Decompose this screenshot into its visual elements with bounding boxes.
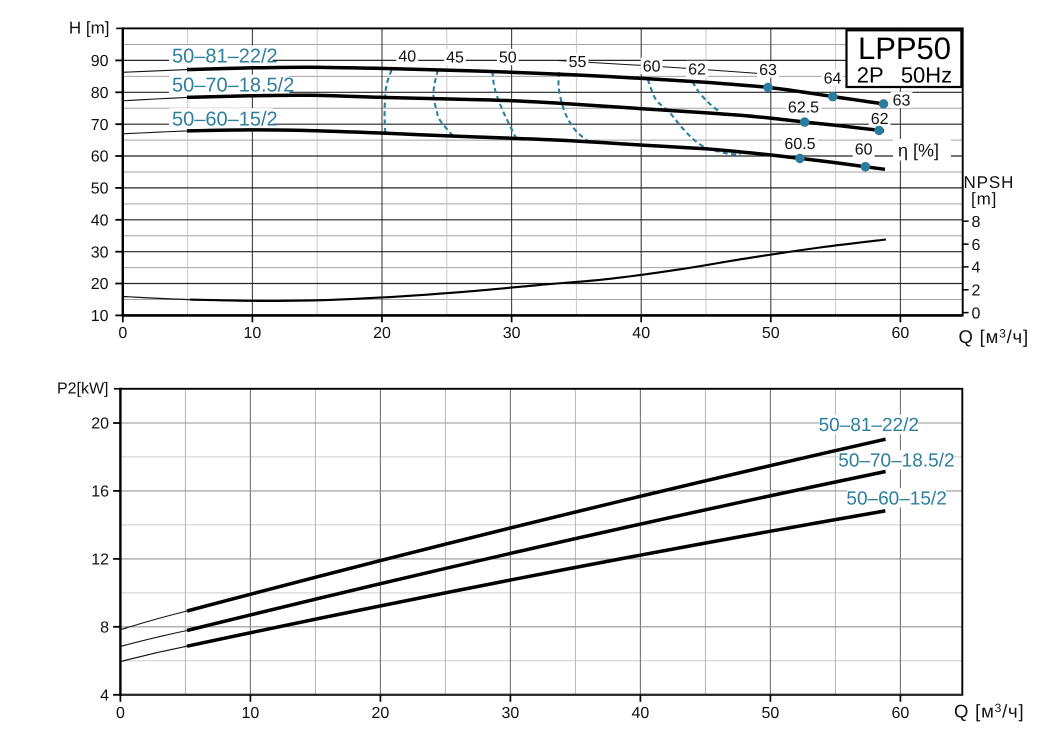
svg-text:10: 10 <box>91 308 109 325</box>
svg-text:60: 60 <box>91 149 109 166</box>
svg-text:10: 10 <box>242 705 260 722</box>
svg-text:50–60–15/2: 50–60–15/2 <box>846 488 946 509</box>
svg-text:80: 80 <box>91 85 109 102</box>
svg-text:Q [м3/ч]: Q [м3/ч] <box>954 701 1024 722</box>
svg-text:2: 2 <box>972 282 981 299</box>
svg-text:62.5: 62.5 <box>788 100 819 117</box>
svg-text:30: 30 <box>503 325 521 342</box>
svg-text:50: 50 <box>762 705 780 722</box>
svg-text:H [m]: H [m] <box>69 19 110 38</box>
svg-text:60: 60 <box>643 59 661 76</box>
svg-text:16: 16 <box>91 484 109 501</box>
svg-text:4: 4 <box>100 688 109 705</box>
svg-text:10: 10 <box>244 325 262 342</box>
svg-text:30: 30 <box>502 705 520 722</box>
svg-text:62: 62 <box>688 62 706 79</box>
svg-text:70: 70 <box>91 117 109 134</box>
svg-text:0: 0 <box>118 325 127 342</box>
svg-text:50: 50 <box>91 181 109 198</box>
svg-text:50–81–22/2: 50–81–22/2 <box>172 46 278 68</box>
svg-text:90: 90 <box>91 53 109 70</box>
svg-text:60: 60 <box>892 705 910 722</box>
svg-text:40: 40 <box>91 213 109 230</box>
svg-text:20: 20 <box>91 416 109 433</box>
svg-text:6: 6 <box>972 237 981 254</box>
svg-text:50–70–18.5/2: 50–70–18.5/2 <box>838 451 954 472</box>
svg-text:NPSH: NPSH <box>964 173 1015 192</box>
svg-text:η [%]: η [%] <box>898 141 939 161</box>
svg-text:50–70–18.5/2: 50–70–18.5/2 <box>172 75 294 97</box>
svg-text:8: 8 <box>100 620 109 637</box>
svg-text:50: 50 <box>762 325 780 342</box>
svg-text:4: 4 <box>972 260 981 277</box>
svg-text:60.5: 60.5 <box>784 136 815 153</box>
svg-text:64: 64 <box>824 71 842 88</box>
svg-text:P2[kW]: P2[kW] <box>57 381 109 398</box>
svg-text:40: 40 <box>632 325 650 342</box>
svg-text:LPP50: LPP50 <box>858 31 951 66</box>
svg-text:63: 63 <box>759 62 777 79</box>
svg-text:8: 8 <box>972 214 981 231</box>
svg-text:50–60–15/2: 50–60–15/2 <box>172 108 278 130</box>
svg-text:Q [м3/ч]: Q [м3/ч] <box>959 326 1029 347</box>
svg-text:12: 12 <box>91 552 109 569</box>
svg-text:30: 30 <box>91 244 109 261</box>
svg-text:60: 60 <box>892 325 910 342</box>
svg-text:60: 60 <box>855 142 873 159</box>
svg-text:0: 0 <box>116 705 125 722</box>
svg-text:62: 62 <box>871 111 889 128</box>
svg-text:40: 40 <box>398 49 416 66</box>
svg-text:[m]: [m] <box>971 190 997 209</box>
svg-text:0: 0 <box>972 305 981 322</box>
svg-text:20: 20 <box>372 705 390 722</box>
svg-text:2P 50Hz: 2P 50Hz <box>857 63 952 88</box>
svg-text:45: 45 <box>446 50 464 67</box>
svg-text:63: 63 <box>893 93 911 110</box>
svg-text:20: 20 <box>373 325 391 342</box>
svg-text:50–81–22/2: 50–81–22/2 <box>819 415 919 436</box>
svg-text:20: 20 <box>91 276 109 293</box>
svg-text:40: 40 <box>632 705 650 722</box>
svg-text:50: 50 <box>499 50 517 67</box>
svg-text:55: 55 <box>569 54 587 71</box>
